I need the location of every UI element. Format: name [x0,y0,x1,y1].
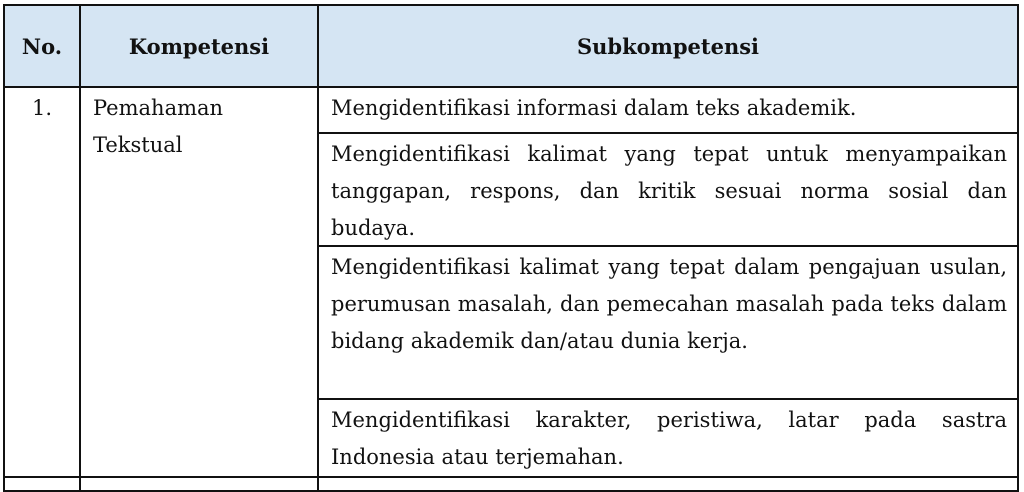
subkompetensi-cell: Mengidentifikasi informasi dalam teks ak… [317,86,1019,478]
table-header-row: No. Kompetensi Subkompetensi [3,4,1019,88]
subkompetensi-item: Mengidentifikasi kalimat yang tepat dala… [319,247,1017,400]
kompetensi-cell: Pemahaman Tekstual [79,86,319,478]
subkompetensi-item: Mengidentifikasi kalimat yang tepat untu… [319,134,1017,247]
row-number: 1. [3,86,81,478]
table-row: 1. Pemahaman Tekstual Mengidentifikasi i… [3,86,1019,478]
header-kompetensi: Kompetensi [79,4,319,88]
header-no: No. [3,4,81,88]
competency-table: No. Kompetensi Subkompetensi 1. Pemahama… [3,4,1019,492]
subkompetensi-item: Mengidentifikasi informasi dalam teks ak… [319,88,1017,134]
header-subkompetensi: Subkompetensi [317,4,1019,88]
subkompetensi-item: Mengidentifikasi karakter, peristiwa, la… [331,408,1007,469]
table-row-next [3,476,1019,492]
